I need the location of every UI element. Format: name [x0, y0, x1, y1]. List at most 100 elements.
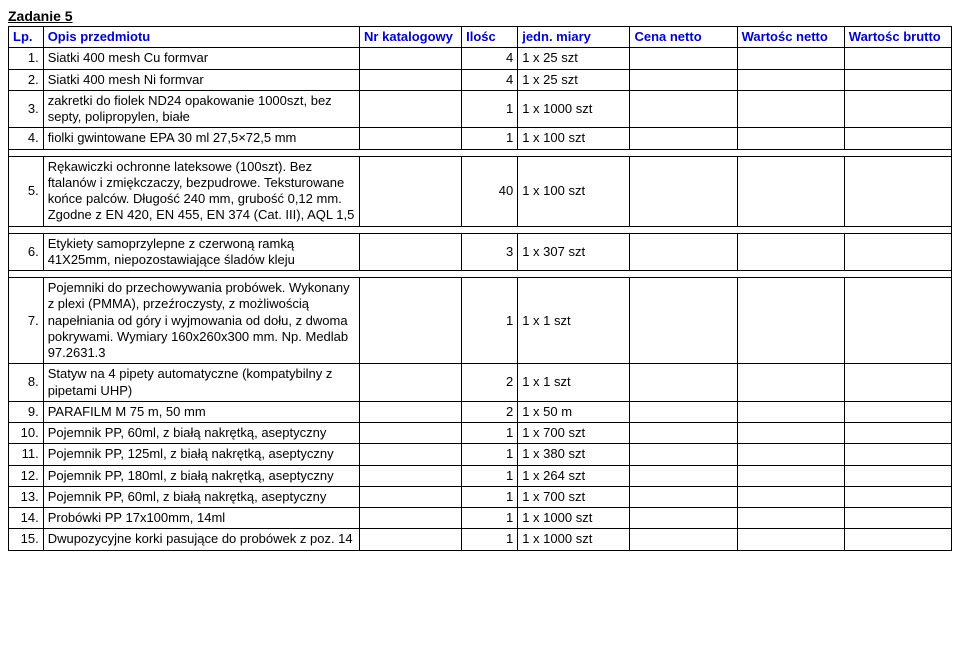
cell-desc: Siatki 400 mesh Cu formvar: [43, 48, 359, 69]
cell-unit: 1 x 1000 szt: [518, 529, 630, 550]
cell-wartosc-brutto: [844, 233, 951, 271]
cell-cena-netto: [630, 423, 737, 444]
item-table: Lp. Opis przedmiotu Nr katalogowy Ilośc …: [8, 26, 952, 551]
cell-unit: 1 x 700 szt: [518, 486, 630, 507]
cell-catalog: [360, 128, 462, 149]
table-row: 15.Dwupozycyjne korki pasujące do probów…: [9, 529, 952, 550]
cell-wartosc-netto: [737, 465, 844, 486]
cell-cena-netto: [630, 90, 737, 128]
cell-qty: 1: [462, 128, 518, 149]
cell-unit: 1 x 307 szt: [518, 233, 630, 271]
cell-wartosc-netto: [737, 90, 844, 128]
cell-lp: 11.: [9, 444, 44, 465]
header-wartosc-brutto: Wartośc brutto: [844, 27, 951, 48]
cell-wartosc-netto: [737, 444, 844, 465]
cell-lp: 13.: [9, 486, 44, 507]
table-header-row: Lp. Opis przedmiotu Nr katalogowy Ilośc …: [9, 27, 952, 48]
table-row: 10.Pojemnik PP, 60ml, z białą nakrętką, …: [9, 423, 952, 444]
cell-qty: 1: [462, 444, 518, 465]
cell-qty: 40: [462, 156, 518, 226]
header-lp: Lp.: [9, 27, 44, 48]
cell-qty: 1: [462, 508, 518, 529]
cell-wartosc-brutto: [844, 444, 951, 465]
cell-unit: 1 x 25 szt: [518, 48, 630, 69]
cell-lp: 15.: [9, 529, 44, 550]
cell-qty: 1: [462, 278, 518, 364]
cell-lp: 1.: [9, 48, 44, 69]
cell-desc: Pojemniki do przechowywania probówek. Wy…: [43, 278, 359, 364]
table-row: 8.Statyw na 4 pipety automatyczne (kompa…: [9, 364, 952, 402]
cell-cena-netto: [630, 529, 737, 550]
cell-cena-netto: [630, 486, 737, 507]
cell-cena-netto: [630, 465, 737, 486]
cell-wartosc-brutto: [844, 423, 951, 444]
cell-catalog: [360, 233, 462, 271]
cell-wartosc-brutto: [844, 278, 951, 364]
cell-unit: 1 x 264 szt: [518, 465, 630, 486]
cell-wartosc-brutto: [844, 364, 951, 402]
cell-qty: 1: [462, 465, 518, 486]
table-row: 7.Pojemniki do przechowywania probówek. …: [9, 278, 952, 364]
cell-cena-netto: [630, 69, 737, 90]
cell-catalog: [360, 444, 462, 465]
cell-wartosc-netto: [737, 508, 844, 529]
cell-wartosc-netto: [737, 128, 844, 149]
cell-catalog: [360, 156, 462, 226]
cell-wartosc-brutto: [844, 128, 951, 149]
cell-wartosc-netto: [737, 156, 844, 226]
table-row: 11.Pojemnik PP, 125ml, z białą nakrętką,…: [9, 444, 952, 465]
cell-lp: 10.: [9, 423, 44, 444]
cell-catalog: [360, 364, 462, 402]
table-row: 12.Pojemnik PP, 180ml, z białą nakrętką,…: [9, 465, 952, 486]
cell-lp: 14.: [9, 508, 44, 529]
cell-lp: 3.: [9, 90, 44, 128]
table-row: 9.PARAFILM M 75 m, 50 mm21 x 50 m: [9, 401, 952, 422]
cell-wartosc-brutto: [844, 69, 951, 90]
cell-wartosc-netto: [737, 529, 844, 550]
cell-catalog: [360, 423, 462, 444]
cell-unit: 1 x 100 szt: [518, 128, 630, 149]
cell-qty: 1: [462, 423, 518, 444]
cell-wartosc-netto: [737, 233, 844, 271]
cell-desc: PARAFILM M 75 m, 50 mm: [43, 401, 359, 422]
header-qty: Ilośc: [462, 27, 518, 48]
cell-lp: 6.: [9, 233, 44, 271]
cell-catalog: [360, 486, 462, 507]
cell-unit: 1 x 1000 szt: [518, 90, 630, 128]
cell-qty: 1: [462, 529, 518, 550]
spacer-row: [9, 226, 952, 233]
cell-wartosc-netto: [737, 278, 844, 364]
cell-cena-netto: [630, 444, 737, 465]
cell-wartosc-brutto: [844, 529, 951, 550]
cell-qty: 2: [462, 364, 518, 402]
cell-wartosc-netto: [737, 401, 844, 422]
cell-catalog: [360, 48, 462, 69]
cell-cena-netto: [630, 156, 737, 226]
cell-catalog: [360, 69, 462, 90]
cell-desc: Pojemnik PP, 180ml, z białą nakrętką, as…: [43, 465, 359, 486]
cell-wartosc-brutto: [844, 48, 951, 69]
cell-unit: 1 x 1 szt: [518, 364, 630, 402]
cell-catalog: [360, 508, 462, 529]
cell-unit: 1 x 25 szt: [518, 69, 630, 90]
cell-desc: zakretki do fiolek ND24 opakowanie 1000s…: [43, 90, 359, 128]
cell-qty: 4: [462, 69, 518, 90]
cell-qty: 3: [462, 233, 518, 271]
cell-cena-netto: [630, 364, 737, 402]
spacer-row: [9, 271, 952, 278]
cell-desc: fiolki gwintowane EPA 30 ml 27,5×72,5 mm: [43, 128, 359, 149]
cell-catalog: [360, 401, 462, 422]
cell-qty: 1: [462, 90, 518, 128]
table-row: 3.zakretki do fiolek ND24 opakowanie 100…: [9, 90, 952, 128]
cell-desc: Statyw na 4 pipety automatyczne (kompaty…: [43, 364, 359, 402]
cell-cena-netto: [630, 48, 737, 69]
cell-lp: 4.: [9, 128, 44, 149]
cell-wartosc-brutto: [844, 90, 951, 128]
header-unit: jedn. miary: [518, 27, 630, 48]
cell-wartosc-netto: [737, 69, 844, 90]
cell-catalog: [360, 465, 462, 486]
cell-desc: Etykiety samoprzylepne z czerwoną ramką …: [43, 233, 359, 271]
table-row: 13.Pojemnik PP, 60ml, z białą nakrętką, …: [9, 486, 952, 507]
cell-catalog: [360, 529, 462, 550]
cell-unit: 1 x 700 szt: [518, 423, 630, 444]
